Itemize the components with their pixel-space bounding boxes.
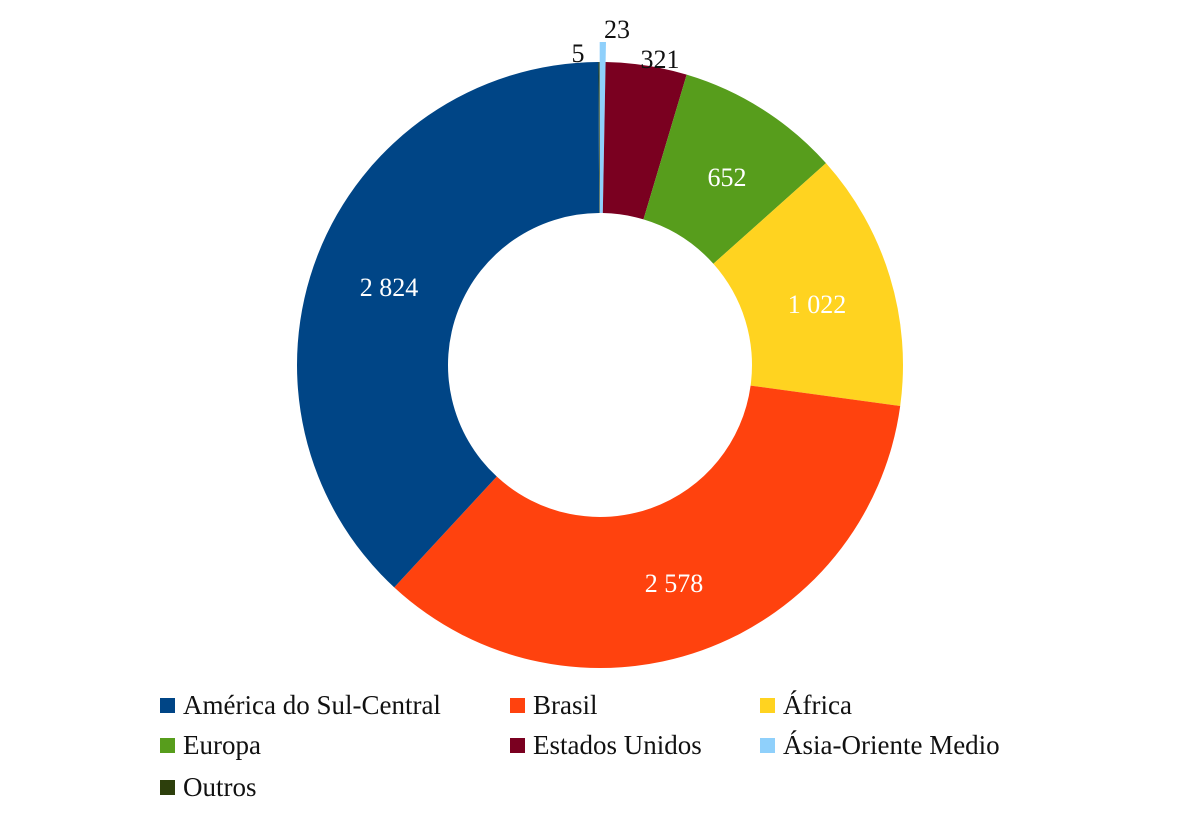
legend-swatch xyxy=(160,780,175,795)
slice-outros xyxy=(598,62,600,214)
slice-asia-oriente-medio-outer xyxy=(599,42,606,63)
legend-label: Outros xyxy=(183,772,257,802)
slice-brasil xyxy=(394,385,901,668)
data-label-estados-unidos: 321 xyxy=(641,45,680,74)
slice-am-rica-do-sul-central xyxy=(297,62,600,588)
legend-item-europa: Europa xyxy=(160,730,261,761)
legend-swatch xyxy=(760,738,775,753)
legend-item-america-do-sul-central: América do Sul-Central xyxy=(160,690,441,721)
legend-swatch xyxy=(510,698,525,713)
data-label--frica: 1 022 xyxy=(788,290,847,319)
legend-item-africa: África xyxy=(760,690,852,721)
data-label-outros: 5 xyxy=(572,39,585,68)
data-label-am-rica-do-sul-central: 2 824 xyxy=(360,273,419,302)
legend-label: América do Sul-Central xyxy=(183,690,441,720)
donut-chart: 5 23 321 652 1 022 2 578 2 824 xyxy=(297,15,903,668)
slice-europa xyxy=(643,74,827,264)
slice-estados-unidos xyxy=(602,62,687,220)
legend-swatch xyxy=(510,738,525,753)
data-label-brasil: 2 578 xyxy=(645,569,704,598)
legend-label: Brasil xyxy=(533,690,598,720)
legend-label: África xyxy=(783,690,852,720)
data-label-europa: 652 xyxy=(708,163,747,192)
legend-item-asia-oriente-medio: Ásia-Oriente Medio xyxy=(760,730,1000,761)
legend-label: Europa xyxy=(183,730,261,760)
legend-item-outros: Outros xyxy=(160,772,257,803)
legend-swatch xyxy=(160,698,175,713)
slice--frica xyxy=(713,163,903,407)
legend-swatch xyxy=(160,738,175,753)
legend-label: Ásia-Oriente Medio xyxy=(783,730,1000,760)
slice--sia-oriente-medio xyxy=(599,62,606,214)
legend-label: Estados Unidos xyxy=(533,730,702,760)
legend-item-brasil: Brasil xyxy=(510,690,598,721)
legend-swatch xyxy=(760,698,775,713)
legend-item-estados-unidos: Estados Unidos xyxy=(510,730,702,761)
data-label--sia-oriente-medio: 23 xyxy=(604,15,630,44)
